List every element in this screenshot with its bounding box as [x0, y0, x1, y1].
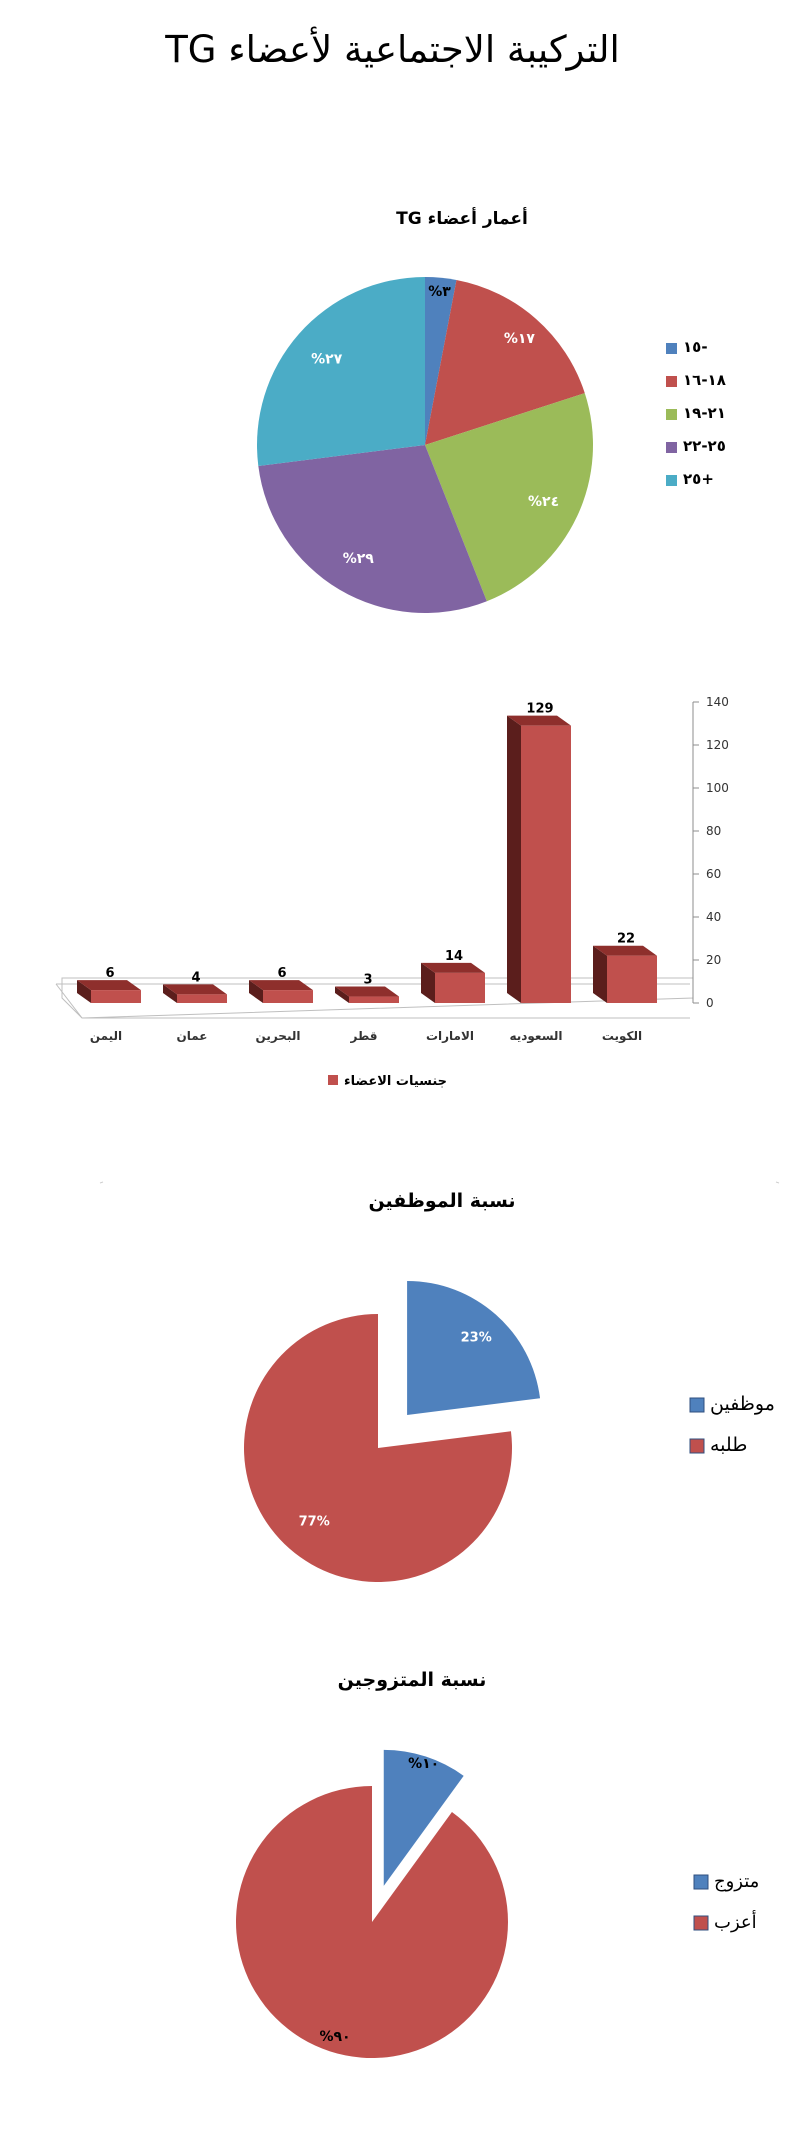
bar-side	[249, 980, 263, 1003]
marital-pie-chart: نسبة المتزوجين %١٠ %٩٠ متزوج أعزب	[235, 1669, 759, 2058]
bar	[177, 994, 227, 1003]
data-label: %٢٩	[343, 551, 375, 567]
frame-corner	[775, 1181, 780, 1184]
legend-swatch	[666, 442, 677, 453]
bar-top	[507, 715, 571, 726]
category-label: السعوديه	[509, 1029, 562, 1044]
bar-side	[335, 986, 349, 1003]
y-tick-label: 60	[706, 867, 721, 881]
category-label: البحرين	[256, 1029, 301, 1043]
legend-label: موظفين	[710, 1393, 775, 1415]
bar-top	[249, 980, 313, 991]
y-tick-label: 100	[706, 781, 729, 795]
data-label: %٩٠	[319, 2029, 350, 2045]
legend-label: جنسيات الاعضاء	[344, 1074, 447, 1089]
data-label: 14	[445, 949, 463, 964]
data-label: %١٧	[504, 331, 536, 347]
pie-slice	[425, 393, 593, 602]
y-tick-label: 80	[706, 824, 721, 838]
bar	[521, 725, 571, 1003]
legend-swatch	[666, 409, 677, 420]
y-tick-label: 140	[706, 695, 729, 709]
legend-swatch	[328, 1075, 338, 1085]
data-label: 22	[617, 932, 635, 947]
legend-swatch	[666, 475, 677, 486]
bar	[91, 990, 141, 1003]
ages-pie-chart: أعمار أعضاء TG %٣ %١٧ %٢٤ %٢٩ %٢٧ ١٥- ١٨-١٦ ٢١…	[257, 207, 726, 613]
chart-title: نسبة المتزوجين	[338, 1669, 487, 1691]
data-label: 6	[277, 966, 286, 981]
bar-side	[163, 984, 177, 1003]
nationalities-bar-chart: 0 20 40 60 80 100 120 140 22 129 14 3 6 4 6 الكويت الس…	[55, 695, 729, 1089]
legend-label: ٢٥-٢٢	[683, 437, 726, 455]
category-label: قطر	[349, 1029, 377, 1043]
bar-top	[421, 962, 485, 973]
category-label: اليمن	[90, 1029, 122, 1043]
data-label: %٣	[428, 284, 451, 300]
data-label: %٢٤	[528, 494, 559, 510]
bar	[349, 996, 399, 1003]
pie-slice	[258, 445, 487, 613]
data-label: 129	[526, 702, 553, 717]
chart-title: أعمار أعضاء TG	[396, 207, 528, 229]
legend-label: متزوج	[714, 1871, 759, 1892]
legend-swatch	[689, 1438, 705, 1454]
legend-label: أعزب	[714, 1910, 757, 1933]
data-label: %٢٧	[311, 351, 343, 367]
legend-swatch	[693, 1874, 709, 1890]
data-label: 77%	[299, 1514, 330, 1529]
legend-swatch	[666, 376, 677, 387]
legend-label: ١٥-	[683, 338, 708, 356]
bar	[263, 990, 313, 1003]
bar	[435, 972, 485, 1003]
pie-slice	[407, 1280, 541, 1415]
data-label: %١٠	[408, 1756, 439, 1772]
page-title: التركيبة الاجتماعية لأعضاء TG	[165, 28, 620, 71]
legend-swatch	[689, 1397, 705, 1413]
bar-top	[77, 980, 141, 991]
pie-slice	[243, 1314, 513, 1582]
legend-label: طلبه	[710, 1434, 747, 1456]
data-label: 3	[363, 973, 372, 988]
pie-slice	[383, 1749, 464, 1886]
y-tick-label: 0	[706, 996, 714, 1010]
category-label: الامارات	[426, 1029, 474, 1043]
bar-top	[593, 945, 657, 956]
bar-side	[593, 945, 607, 1003]
data-label: 23%	[461, 1331, 492, 1346]
legend-label: ٢١-١٩	[683, 404, 726, 422]
bar-side	[421, 962, 435, 1003]
bar	[607, 955, 657, 1003]
employees-pie-chart: نسبة الموظفين 23% 77% موظفين طلبه	[99, 1181, 780, 1582]
legend-swatch	[693, 1915, 709, 1931]
y-tick-label: 20	[706, 953, 721, 967]
legend-label: ٢٥+	[683, 470, 714, 488]
bar-top	[163, 984, 227, 995]
legend-label: ١٨-١٦	[683, 371, 726, 389]
data-label: 6	[105, 966, 114, 981]
y-tick-label: 120	[706, 738, 729, 752]
data-label: 4	[191, 970, 200, 985]
pie-slice	[425, 277, 457, 445]
bar-side	[507, 715, 521, 1003]
bar-top	[335, 986, 399, 997]
bar-side	[77, 980, 91, 1003]
category-label: الكويت	[602, 1029, 642, 1044]
pie-slice	[425, 279, 585, 445]
category-label: عمان	[177, 1029, 208, 1043]
frame-corner	[99, 1181, 104, 1184]
y-tick-label: 40	[706, 910, 721, 924]
pie-slice	[257, 277, 425, 467]
chart-title: نسبة الموظفين	[368, 1190, 515, 1212]
floor-left-edge	[55, 983, 83, 1019]
pie-slice	[235, 1786, 508, 2058]
legend-swatch	[666, 343, 677, 354]
